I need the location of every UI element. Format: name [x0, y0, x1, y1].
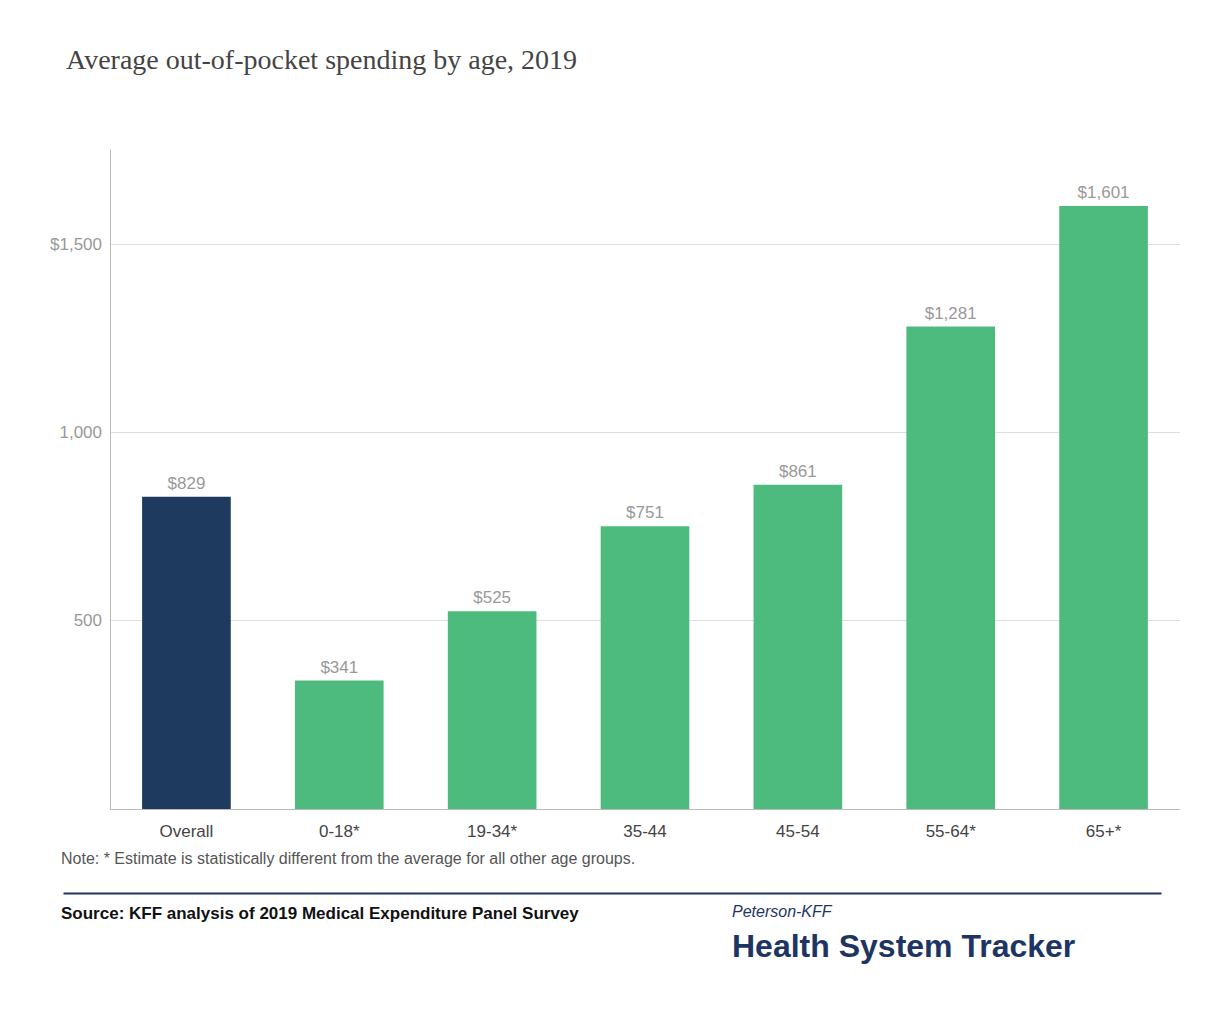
svg-text:$1,281: $1,281	[925, 304, 977, 323]
svg-text:$751: $751	[626, 503, 664, 522]
svg-text:Note: * Estimate is statistica: Note: * Estimate is statistically differ…	[61, 850, 635, 867]
svg-text:Average out-of-pocket spending: Average out-of-pocket spending by age, 2…	[66, 44, 577, 75]
svg-text:Health System Tracker: Health System Tracker	[732, 928, 1075, 964]
svg-text:$1,601: $1,601	[1078, 183, 1130, 202]
svg-text:$1,500: $1,500	[50, 235, 102, 254]
svg-text:$341: $341	[320, 658, 358, 677]
svg-text:$829: $829	[168, 474, 206, 493]
svg-text:0-18*: 0-18*	[319, 822, 360, 841]
svg-text:Peterson-KFF: Peterson-KFF	[732, 903, 833, 920]
svg-text:1,000: 1,000	[59, 423, 102, 442]
svg-text:$861: $861	[779, 462, 817, 481]
svg-text:65+*: 65+*	[1086, 822, 1122, 841]
svg-text:Overall: Overall	[159, 822, 213, 841]
svg-text:Source: KFF analysis of 2019 M: Source: KFF analysis of 2019 Medical Exp…	[61, 904, 579, 923]
svg-text:$525: $525	[473, 588, 511, 607]
svg-text:500: 500	[74, 611, 102, 630]
svg-text:45-54: 45-54	[776, 822, 819, 841]
svg-text:35-44: 35-44	[623, 822, 666, 841]
svg-text:19-34*: 19-34*	[467, 822, 517, 841]
svg-text:55-64*: 55-64*	[926, 822, 976, 841]
